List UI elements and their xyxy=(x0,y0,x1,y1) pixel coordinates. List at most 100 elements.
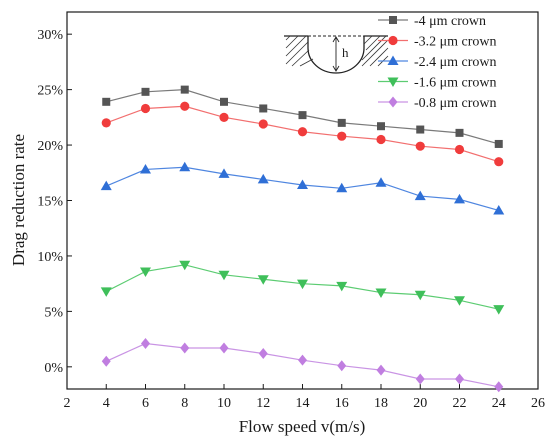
legend-marker xyxy=(388,96,398,108)
data-point xyxy=(218,270,230,281)
x-tick-label: 16 xyxy=(335,396,349,411)
x-tick-label: 18 xyxy=(374,396,388,411)
data-point xyxy=(416,125,425,134)
data-point xyxy=(258,348,268,360)
y-tick-label: 20% xyxy=(37,139,63,154)
series-3 xyxy=(100,161,505,215)
data-point xyxy=(101,118,111,128)
crown-profile-diagram-icon: h xyxy=(284,35,389,74)
y-tick-label: 15% xyxy=(37,195,63,210)
series-5 xyxy=(101,338,504,393)
series-2 xyxy=(101,101,504,167)
data-point xyxy=(140,163,151,174)
data-point xyxy=(100,287,112,297)
data-point xyxy=(100,180,112,191)
legend-marker xyxy=(387,77,399,87)
legend: -4 μm crown -3.2 μm crown -2.4 μm crown -1.… xyxy=(378,14,497,111)
data-point xyxy=(454,193,465,204)
data-point xyxy=(141,87,150,96)
data-point xyxy=(258,119,268,129)
data-point xyxy=(259,104,268,113)
legend-marker xyxy=(388,35,398,46)
legend-label: -3.2 μm crown xyxy=(414,35,497,50)
data-point xyxy=(298,354,307,366)
x-tick-label: 26 xyxy=(531,396,545,411)
data-point xyxy=(337,131,347,141)
x-axis-title: Flow speed v(m/s) xyxy=(239,417,366,436)
legend-marker xyxy=(389,16,397,24)
data-point xyxy=(454,144,465,155)
y-tick-label: 5% xyxy=(44,305,63,320)
data-point xyxy=(298,111,307,120)
data-point xyxy=(375,288,387,299)
data-point xyxy=(180,101,190,111)
data-point xyxy=(494,139,503,148)
legend-label: -1.6 μm crown xyxy=(414,76,497,91)
y-axis: 0% 5% 10% 15% 20% 25% 30% xyxy=(37,28,72,376)
data-point xyxy=(257,173,269,184)
x-tick-label: 6 xyxy=(142,396,149,411)
data-point xyxy=(494,381,504,393)
data-point xyxy=(179,161,191,172)
legend-label: -4 μm crown xyxy=(414,14,486,29)
data-point xyxy=(415,141,425,151)
data-point xyxy=(493,305,505,315)
x-tick-label: 14 xyxy=(296,396,310,411)
data-point xyxy=(141,338,150,350)
x-tick-label: 8 xyxy=(181,396,188,411)
y-tick-label: 0% xyxy=(44,361,63,376)
legend-label: -0.8 μm crown xyxy=(414,96,497,111)
legend-marker xyxy=(387,55,399,65)
data-point xyxy=(179,260,191,271)
x-tick-label: 24 xyxy=(492,396,506,411)
x-tick-label: 12 xyxy=(256,396,270,411)
data-point xyxy=(102,97,111,106)
legend-item: -4 μm crown xyxy=(378,14,486,29)
data-point xyxy=(494,157,504,167)
data-point xyxy=(180,342,190,354)
legend-item: -3.2 μm crown xyxy=(378,35,497,50)
legend-item: -2.4 μm crown xyxy=(378,55,497,70)
data-point xyxy=(219,342,229,354)
inset-h-label: h xyxy=(342,45,349,60)
data-point xyxy=(493,204,505,215)
x-tick-label: 4 xyxy=(103,396,110,411)
data-point xyxy=(454,296,465,306)
data-point xyxy=(414,290,426,301)
data-point xyxy=(219,112,229,122)
data-point xyxy=(101,355,111,367)
data-point xyxy=(297,179,308,189)
data-point xyxy=(220,97,228,106)
x-tick-label: 2 xyxy=(64,396,71,411)
legend-label: -2.4 μm crown xyxy=(414,55,497,70)
data-point xyxy=(455,373,464,385)
data-point xyxy=(337,360,347,372)
series-layer xyxy=(100,85,505,393)
x-tick-label: 20 xyxy=(413,396,427,411)
data-point xyxy=(140,103,151,114)
x-tick-label: 22 xyxy=(453,396,467,411)
x-tick-label: 10 xyxy=(217,396,231,411)
data-point xyxy=(218,168,230,178)
data-point xyxy=(415,373,425,385)
x-axis: 2 4 6 8 10 12 14 16 18 20 22 24 26 xyxy=(64,384,545,411)
data-point xyxy=(180,85,189,94)
y-tick-label: 25% xyxy=(37,84,63,99)
data-point xyxy=(257,275,269,285)
series-4 xyxy=(100,260,505,315)
data-point xyxy=(336,182,348,193)
data-point xyxy=(337,118,346,127)
series-1 xyxy=(102,85,503,148)
data-point xyxy=(140,267,151,277)
y-tick-label: 10% xyxy=(37,250,63,265)
y-axis-title: Drag reduction rate xyxy=(9,134,28,266)
data-point xyxy=(376,134,386,145)
legend-item: -1.6 μm crown xyxy=(378,76,497,91)
data-point xyxy=(414,190,426,201)
y-tick-label: 30% xyxy=(37,28,63,43)
data-point xyxy=(336,281,348,292)
data-point xyxy=(375,177,387,187)
data-point xyxy=(297,279,308,290)
data-point xyxy=(297,127,308,137)
